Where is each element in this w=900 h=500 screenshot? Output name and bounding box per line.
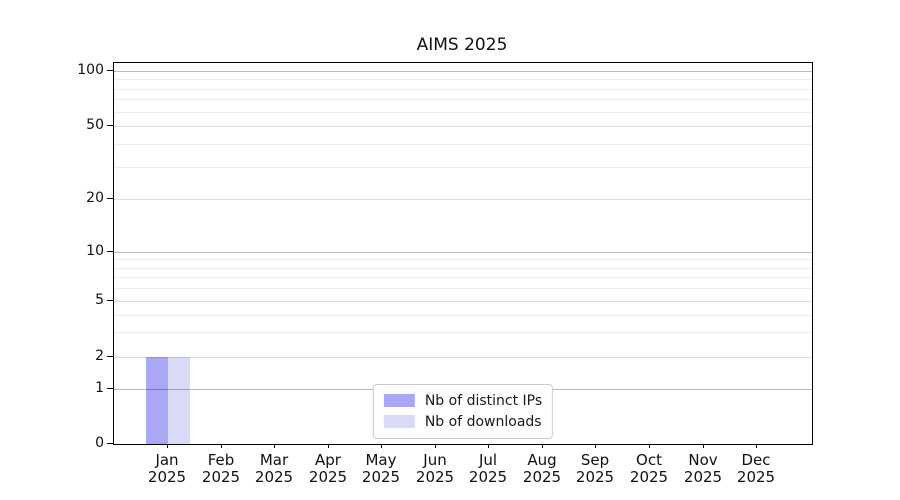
y-tick-label: 100 xyxy=(77,62,104,78)
legend-swatch-downloads xyxy=(383,415,415,428)
gridline-minor xyxy=(114,79,812,80)
y-tick-mark xyxy=(107,443,113,444)
x-tick-year: 2025 xyxy=(468,468,508,486)
gridline-major xyxy=(114,357,812,358)
y-tick-label: 0 xyxy=(95,435,104,451)
x-tick-label-jun: Jun 2025 xyxy=(403,452,467,486)
x-tick-month: Jan xyxy=(155,451,179,469)
x-tick-month: Jun xyxy=(423,451,447,469)
legend-label: Nb of distinct IPs xyxy=(424,392,543,409)
x-tick-label-sep: Sep 2025 xyxy=(563,452,627,486)
y-tick-mark xyxy=(107,356,113,357)
x-tick-label-jul: Jul 2025 xyxy=(456,452,520,486)
x-tick-label-may: May 2025 xyxy=(349,452,413,486)
gridline-minor xyxy=(114,167,812,168)
x-tick-year: 2025 xyxy=(147,468,187,486)
legend-item-downloads: Nb of downloads xyxy=(383,411,542,432)
bar-nb-of-downloads xyxy=(168,357,190,444)
x-tick-mark xyxy=(542,444,543,448)
gridline-minor xyxy=(114,89,812,90)
x-tick-label-apr: Apr 2025 xyxy=(296,452,360,486)
x-tick-label-jan: Jan 2025 xyxy=(135,452,199,486)
x-tick-label-aug: Aug 2025 xyxy=(510,452,574,486)
x-tick-label-oct: Oct 2025 xyxy=(617,452,681,486)
y-tick-label: 1 xyxy=(95,380,104,396)
gridline-minor xyxy=(114,259,812,260)
y-tick-mark xyxy=(107,70,113,71)
y-tick-mark xyxy=(107,388,113,389)
y-tick-mark xyxy=(107,300,113,301)
x-tick-month: Apr xyxy=(315,451,341,469)
x-tick-month: Aug xyxy=(527,451,557,469)
x-tick-mark xyxy=(703,444,704,448)
y-tick-label: 2 xyxy=(95,348,104,364)
x-tick-mark xyxy=(221,444,222,448)
gridline-major xyxy=(114,301,812,302)
gridline-minor xyxy=(114,99,812,100)
y-tick-mark xyxy=(107,251,113,252)
x-tick-label-dec: Dec 2025 xyxy=(724,452,788,486)
legend-label: Nb of downloads xyxy=(424,413,542,430)
x-tick-year: 2025 xyxy=(522,468,562,486)
bars-layer xyxy=(114,63,812,444)
x-tick-mark xyxy=(328,444,329,448)
x-tick-mark xyxy=(649,444,650,448)
y-tick-label: 10 xyxy=(86,243,104,259)
y-tick-label: 50 xyxy=(86,117,104,133)
x-tick-year: 2025 xyxy=(575,468,615,486)
x-tick-year: 2025 xyxy=(736,468,776,486)
gridline-major xyxy=(114,252,812,253)
y-tick-mark xyxy=(107,198,113,199)
x-tick-mark xyxy=(274,444,275,448)
x-tick-mark xyxy=(595,444,596,448)
x-tick-mark xyxy=(167,444,168,448)
plot-area: Nb of distinct IPs Nb of downloads xyxy=(113,62,813,445)
x-tick-month: Dec xyxy=(741,451,771,469)
y-tick-mark xyxy=(107,125,113,126)
grid-layer xyxy=(114,63,812,444)
x-tick-year: 2025 xyxy=(361,468,401,486)
y-tick-label: 20 xyxy=(86,190,104,206)
gridline-minor xyxy=(114,144,812,145)
x-tick-year: 2025 xyxy=(629,468,669,486)
x-tick-mark xyxy=(435,444,436,448)
x-tick-month: Nov xyxy=(688,451,718,469)
gridline-minor xyxy=(114,315,812,316)
legend-item-distinct-ips: Nb of distinct IPs xyxy=(383,390,543,411)
chart-title: AIMS 2025 xyxy=(416,35,508,55)
x-tick-month: May xyxy=(365,451,397,469)
gridline-minor xyxy=(114,112,812,113)
gridline-minor xyxy=(114,277,812,278)
x-tick-mark xyxy=(381,444,382,448)
legend-swatch-distinct-ips xyxy=(383,394,415,407)
gridline-minor xyxy=(114,268,812,269)
x-tick-year: 2025 xyxy=(254,468,294,486)
x-tick-year: 2025 xyxy=(415,468,455,486)
gridline-minor xyxy=(114,288,812,289)
x-tick-mark xyxy=(488,444,489,448)
x-tick-label-nov: Nov 2025 xyxy=(671,452,735,486)
x-tick-year: 2025 xyxy=(683,468,723,486)
x-tick-label-feb: Feb 2025 xyxy=(189,452,253,486)
x-tick-month: Feb xyxy=(207,451,235,469)
x-tick-month: Mar xyxy=(259,451,289,469)
gridline-major xyxy=(114,199,812,200)
gridline-major xyxy=(114,71,812,72)
bar-nb-of-distinct-ips xyxy=(146,357,168,444)
x-tick-year: 2025 xyxy=(201,468,241,486)
legend: Nb of distinct IPs Nb of downloads xyxy=(372,384,554,439)
gridline-major xyxy=(114,126,812,127)
x-tick-label-mar: Mar 2025 xyxy=(242,452,306,486)
x-tick-month: Jul xyxy=(478,451,498,469)
y-tick-label: 5 xyxy=(95,292,104,308)
x-tick-mark xyxy=(756,444,757,448)
x-tick-month: Oct xyxy=(636,451,662,469)
x-tick-year: 2025 xyxy=(308,468,348,486)
gridline-minor xyxy=(114,332,812,333)
x-tick-month: Sep xyxy=(580,451,610,469)
